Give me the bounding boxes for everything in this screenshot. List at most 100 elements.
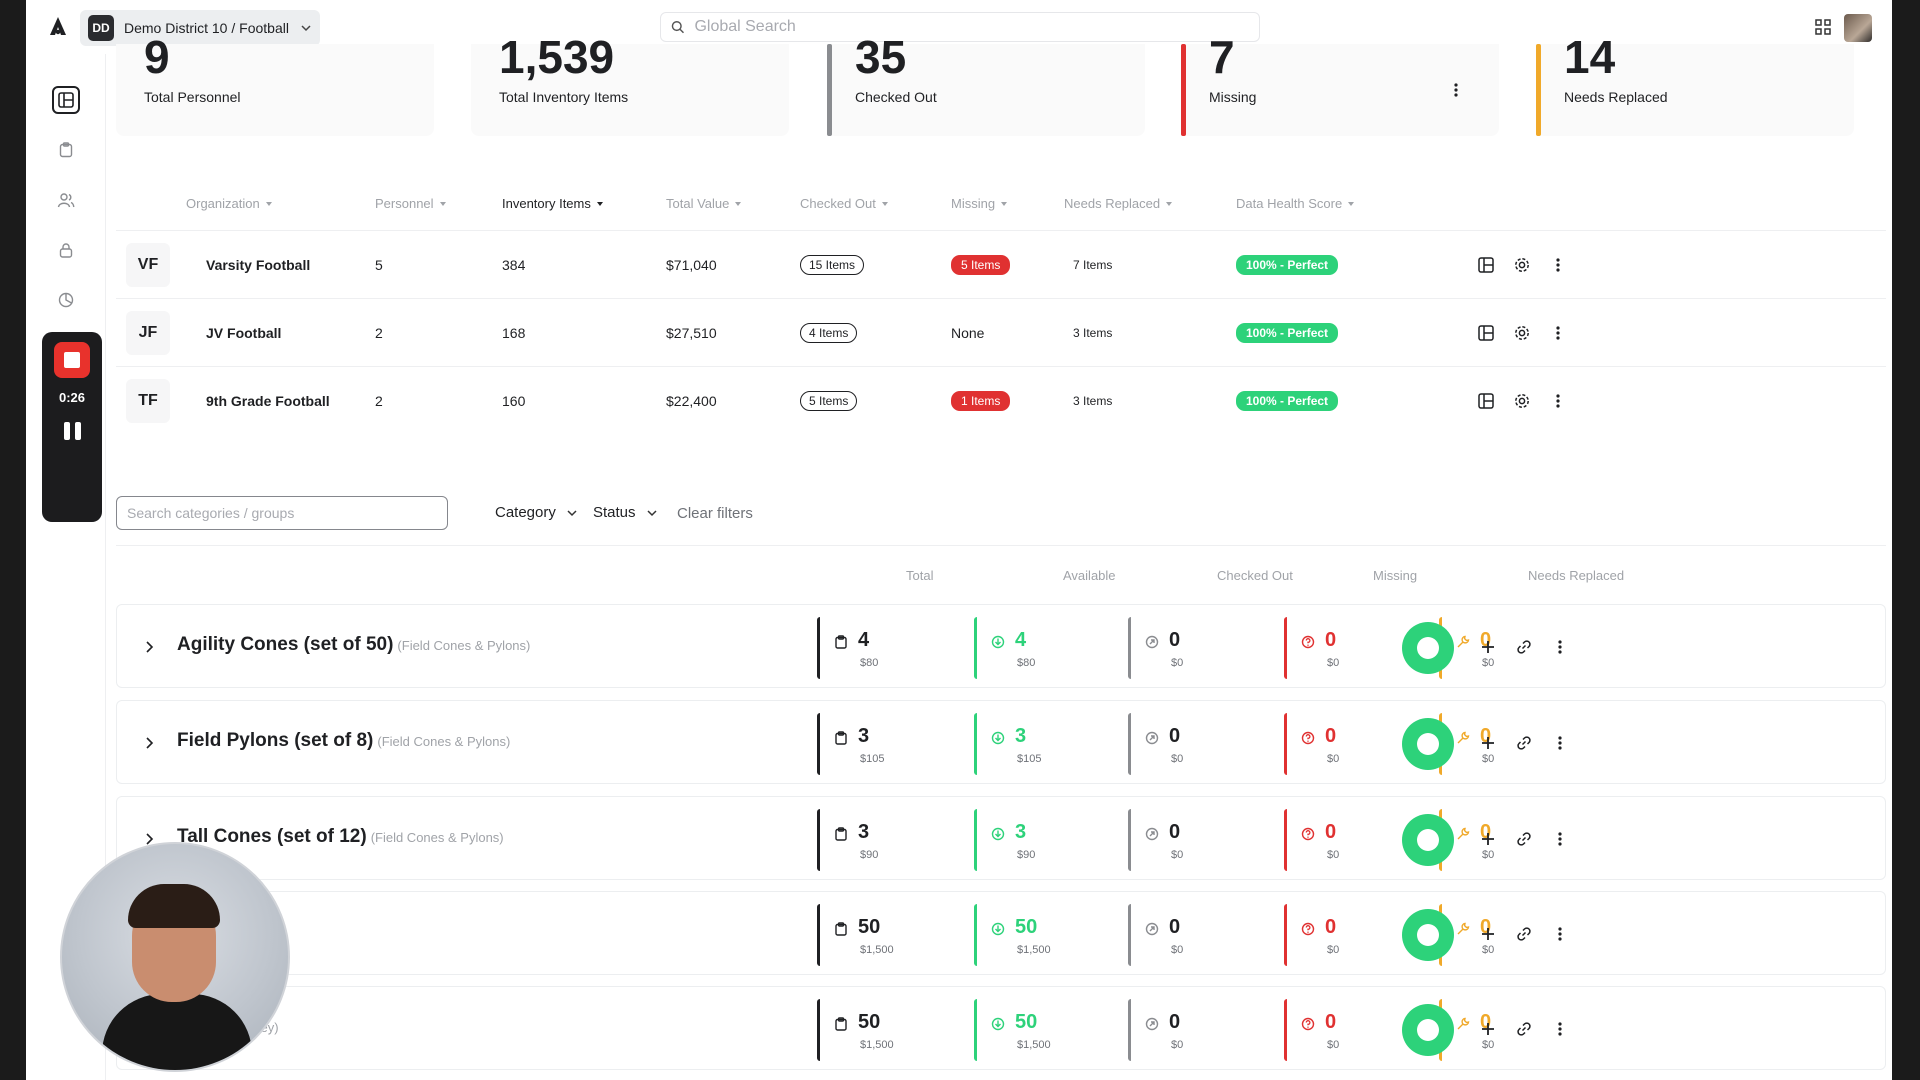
more-vertical-icon [1556, 257, 1560, 272]
add-item-button[interactable] [1477, 732, 1499, 754]
col-checked-out[interactable]: Checked Out [800, 196, 888, 211]
col-inventory-items[interactable]: Inventory Items [502, 196, 603, 211]
group-more-button[interactable] [1549, 1018, 1571, 1040]
col-data-health[interactable]: Data Health Score [1236, 196, 1355, 211]
sidebar-item-inventory[interactable] [52, 136, 80, 164]
more-vertical-icon [1556, 393, 1560, 408]
org-row-jv[interactable]: JF JV Football 2 168 $27,510 4 Items Non… [116, 298, 1886, 366]
stop-recording-button[interactable] [54, 342, 90, 378]
group-stat-avail: 3 $105 [974, 713, 1094, 775]
group-row[interactable]: Field Pylons (set of 8) (Field Cones & Py… [116, 700, 1886, 784]
settings-button[interactable] [1512, 323, 1532, 343]
pause-recording-button[interactable] [60, 422, 84, 446]
group-title[interactable]: Tall Cones (set of 12) (Field Cones & Pyl… [177, 826, 504, 848]
settings-button[interactable] [1512, 391, 1532, 411]
category-search-input[interactable] [116, 496, 448, 530]
col-missing[interactable]: Missing [951, 196, 1008, 211]
clear-filters-button[interactable]: Clear filters [677, 505, 753, 522]
layout-button[interactable] [1476, 391, 1496, 411]
group-more-button[interactable] [1549, 923, 1571, 945]
chevron-right-icon[interactable] [141, 735, 157, 751]
dashboard-icon [58, 92, 74, 108]
user-avatar[interactable] [1844, 14, 1872, 42]
checked-out-badge[interactable]: 4 Items [800, 322, 858, 343]
apps-grid-icon[interactable] [1814, 18, 1832, 36]
group-row[interactable]: (Practice Jersey)50$1,50050$1,5000$00$00… [116, 986, 1886, 1070]
add-item-button[interactable] [1477, 636, 1499, 658]
settings-button[interactable] [1512, 255, 1532, 275]
clipboard-icon [835, 827, 847, 841]
app-logo-icon[interactable] [46, 14, 70, 38]
col-label: Total Value [666, 196, 730, 211]
layout-button[interactable] [1476, 255, 1496, 275]
health-status-indicator [1402, 718, 1454, 770]
status-filter-dropdown[interactable]: Status [593, 504, 658, 521]
org-row-9th-grade[interactable]: TF 9th Grade Football 2 160 $22,400 5 It… [116, 366, 1886, 434]
more-vertical-icon[interactable] [1453, 82, 1459, 98]
sidebar-item-dashboard[interactable] [52, 86, 80, 114]
stat-needs-replaced[interactable]: 14 Needs Replaced [1536, 34, 1854, 136]
stat-amount: $0 [1171, 1039, 1184, 1051]
stat-total-inventory[interactable]: 1,539 Total Inventory Items [471, 34, 789, 136]
row-more-button[interactable] [1548, 391, 1568, 411]
row-more-button[interactable] [1548, 323, 1568, 343]
checked-out-icon [1145, 922, 1159, 936]
global-search[interactable] [660, 12, 1260, 42]
group-stat-missing: 0 $0 [1284, 713, 1404, 775]
col-needs-replaced[interactable]: Needs Replaced [1064, 196, 1173, 211]
group-more-button[interactable] [1549, 732, 1571, 754]
link-button[interactable] [1513, 732, 1535, 754]
missing-badge[interactable]: 5 Items [951, 254, 1011, 275]
group-stat-out: 0 $0 [1128, 713, 1248, 775]
stat-amount: $0 [1171, 944, 1184, 956]
group-title[interactable]: Agility Cones (set of 50) (Field Cones & … [177, 634, 530, 656]
category-filter-dropdown[interactable]: Category [495, 504, 578, 521]
org-row-varsity[interactable]: VF Varsity Football 5 384 $71,040 15 Ite… [116, 230, 1886, 298]
group-row[interactable]: Tall Cones (set of 12) (Field Cones & Pyl… [116, 796, 1886, 880]
chevron-right-icon[interactable] [141, 639, 157, 655]
stat-count: 0 [1325, 916, 1337, 938]
stat-total-personnel[interactable]: 9 Total Personnel [116, 34, 434, 136]
chevron-down-icon [301, 25, 311, 32]
row-more-button[interactable] [1548, 255, 1568, 275]
missing-badge[interactable]: 1 Items [951, 390, 1011, 411]
add-item-button[interactable] [1477, 828, 1499, 850]
global-search-input[interactable] [694, 18, 1249, 36]
link-button[interactable] [1513, 828, 1535, 850]
layout-button[interactable] [1476, 323, 1496, 343]
district-badge: DD [88, 15, 114, 41]
link-button[interactable] [1513, 923, 1535, 945]
more-vertical-icon [1558, 640, 1562, 654]
group-stat-total: 3 $105 [817, 713, 937, 775]
add-item-button[interactable] [1477, 923, 1499, 945]
link-button[interactable] [1513, 1018, 1535, 1040]
sidebar-item-security[interactable] [52, 236, 80, 264]
sort-caret-icon [881, 201, 888, 206]
sidebar-item-analytics[interactable] [52, 286, 80, 314]
wrench-icon [1457, 922, 1470, 935]
checked-out-badge[interactable]: 15 Items [800, 254, 865, 275]
stat-amount: $0 [1327, 1039, 1340, 1051]
link-icon [1517, 736, 1531, 750]
group-more-button[interactable] [1549, 828, 1571, 850]
group-title[interactable]: Field Pylons (set of 8) (Field Cones & Py… [177, 730, 510, 752]
org-name-link[interactable]: 9th Grade Football [206, 392, 330, 409]
org-name-link[interactable]: JV Football [206, 324, 282, 341]
col-total-value[interactable]: Total Value [666, 196, 742, 211]
checked-out-badge[interactable]: 5 Items [800, 390, 858, 411]
stat-count: 0 [1325, 821, 1337, 843]
col-personnel[interactable]: Personnel [375, 196, 446, 211]
org-name-link[interactable]: Varsity Football [206, 256, 311, 273]
stat-value: 9 [144, 31, 170, 83]
group-more-button[interactable] [1549, 636, 1571, 658]
add-item-button[interactable] [1477, 1018, 1499, 1040]
group-row[interactable]: Agility Cones (set of 50) (Field Cones & … [116, 604, 1886, 688]
stat-missing[interactable]: 7 Missing [1181, 34, 1499, 136]
sidebar-item-personnel[interactable] [52, 186, 80, 214]
stat-checked-out[interactable]: 35 Checked Out [827, 34, 1145, 136]
link-button[interactable] [1513, 636, 1535, 658]
chevron-right-icon[interactable] [141, 831, 157, 847]
district-selector[interactable]: DD Demo District 10 / Football [80, 10, 320, 46]
col-organization[interactable]: Organization [186, 196, 272, 211]
